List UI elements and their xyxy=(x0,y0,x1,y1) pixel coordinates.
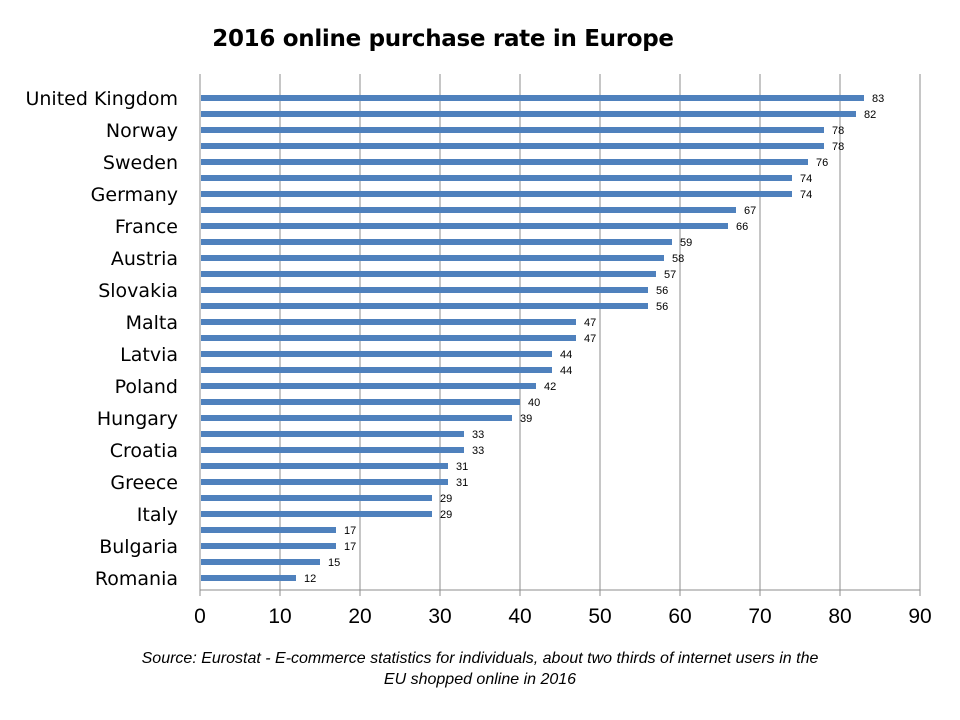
category-label: United Kingdom xyxy=(25,88,178,110)
bar xyxy=(201,223,728,229)
bar xyxy=(201,575,296,581)
category-label: Poland xyxy=(115,376,178,398)
bar xyxy=(201,367,552,373)
data-label: 83 xyxy=(872,93,884,105)
chart-title: 2016 online purchase rate in Europe xyxy=(212,26,674,52)
category-label: Malta xyxy=(126,312,178,334)
category-label: Italy xyxy=(137,504,178,526)
data-label: 44 xyxy=(560,365,572,377)
chart-source-note: Source: Eurostat - E-commerce statistics… xyxy=(141,650,819,688)
bar xyxy=(201,191,792,197)
category-label: Austria xyxy=(111,248,178,270)
data-label: 58 xyxy=(672,253,684,265)
x-tick-label: 60 xyxy=(668,605,691,628)
data-label: 17 xyxy=(344,525,356,537)
bar xyxy=(201,495,432,501)
data-label: 82 xyxy=(864,109,876,121)
category-label: Hungary xyxy=(97,408,178,430)
x-tick-labels: 0 10 20 30 40 50 60 70 80 90 xyxy=(194,605,932,628)
data-label: 15 xyxy=(328,557,340,569)
data-label: 44 xyxy=(560,349,572,361)
category-label: Slovakia xyxy=(98,280,178,302)
bar xyxy=(201,159,808,165)
data-label: 29 xyxy=(440,509,452,521)
x-tick-label: 30 xyxy=(428,605,451,628)
bar xyxy=(201,303,648,309)
category-labels: United Kingdom Norway Sweden Germany France A… xyxy=(25,88,178,590)
category-label: Norway xyxy=(106,120,178,142)
bars xyxy=(201,95,864,581)
category-label: Romania xyxy=(95,568,178,590)
data-label: 40 xyxy=(528,397,540,409)
x-tick-label: 10 xyxy=(268,605,291,628)
bar xyxy=(201,95,864,101)
data-label: 66 xyxy=(736,221,748,233)
data-label: 59 xyxy=(680,237,692,249)
bar xyxy=(201,207,736,213)
x-tick-label: 80 xyxy=(828,605,851,628)
bar xyxy=(201,239,672,245)
data-labels: 83 82 78 78 76 74 74 67 66 59 58 57 56 56 47 47 44 44 42 40… xyxy=(304,93,884,585)
data-label: 31 xyxy=(456,461,468,473)
category-label: Bulgaria xyxy=(99,536,178,558)
data-label: 74 xyxy=(800,173,812,185)
bar xyxy=(201,511,432,517)
axes xyxy=(199,74,921,596)
data-label: 12 xyxy=(304,573,316,585)
bar xyxy=(201,447,464,453)
category-label: France xyxy=(115,216,178,238)
data-label: 56 xyxy=(656,285,668,297)
data-label: 31 xyxy=(456,477,468,489)
x-tick-label: 90 xyxy=(908,605,931,628)
data-label: 39 xyxy=(520,413,532,425)
bar xyxy=(201,271,656,277)
data-label: 42 xyxy=(544,381,556,393)
bar xyxy=(201,383,536,389)
bar xyxy=(201,479,448,485)
category-label: Greece xyxy=(110,472,178,494)
bar xyxy=(201,335,576,341)
data-label: 78 xyxy=(832,141,844,153)
bar xyxy=(201,143,824,149)
x-tick-label: 40 xyxy=(508,605,531,628)
data-label: 76 xyxy=(816,157,828,169)
category-label: Germany xyxy=(91,184,178,206)
bar xyxy=(201,175,792,181)
data-label: 47 xyxy=(584,317,596,329)
bar xyxy=(201,543,336,549)
bar xyxy=(201,527,336,533)
bar xyxy=(201,559,320,565)
data-label: 29 xyxy=(440,493,452,505)
x-tick-label: 0 xyxy=(194,605,206,628)
bar xyxy=(201,351,552,357)
bar xyxy=(201,127,824,133)
bar xyxy=(201,463,448,469)
data-label: 47 xyxy=(584,333,596,345)
category-label: Sweden xyxy=(103,152,178,174)
category-label: Croatia xyxy=(110,440,178,462)
bar xyxy=(201,255,664,261)
data-label: 33 xyxy=(472,445,484,457)
x-tick-label: 20 xyxy=(348,605,371,628)
data-label: 78 xyxy=(832,125,844,137)
bar xyxy=(201,287,648,293)
x-tick-label: 50 xyxy=(588,605,611,628)
data-label: 57 xyxy=(664,269,676,281)
data-label: 74 xyxy=(800,189,812,201)
data-label: 17 xyxy=(344,541,356,553)
data-label: 56 xyxy=(656,301,668,313)
bar xyxy=(201,319,576,325)
category-label: Latvia xyxy=(120,344,178,366)
data-label: 33 xyxy=(472,429,484,441)
bar xyxy=(201,111,856,117)
bar xyxy=(201,431,464,437)
bar xyxy=(201,399,520,405)
x-tick-label: 70 xyxy=(748,605,771,628)
data-label: 67 xyxy=(744,205,756,217)
bar xyxy=(201,415,512,421)
